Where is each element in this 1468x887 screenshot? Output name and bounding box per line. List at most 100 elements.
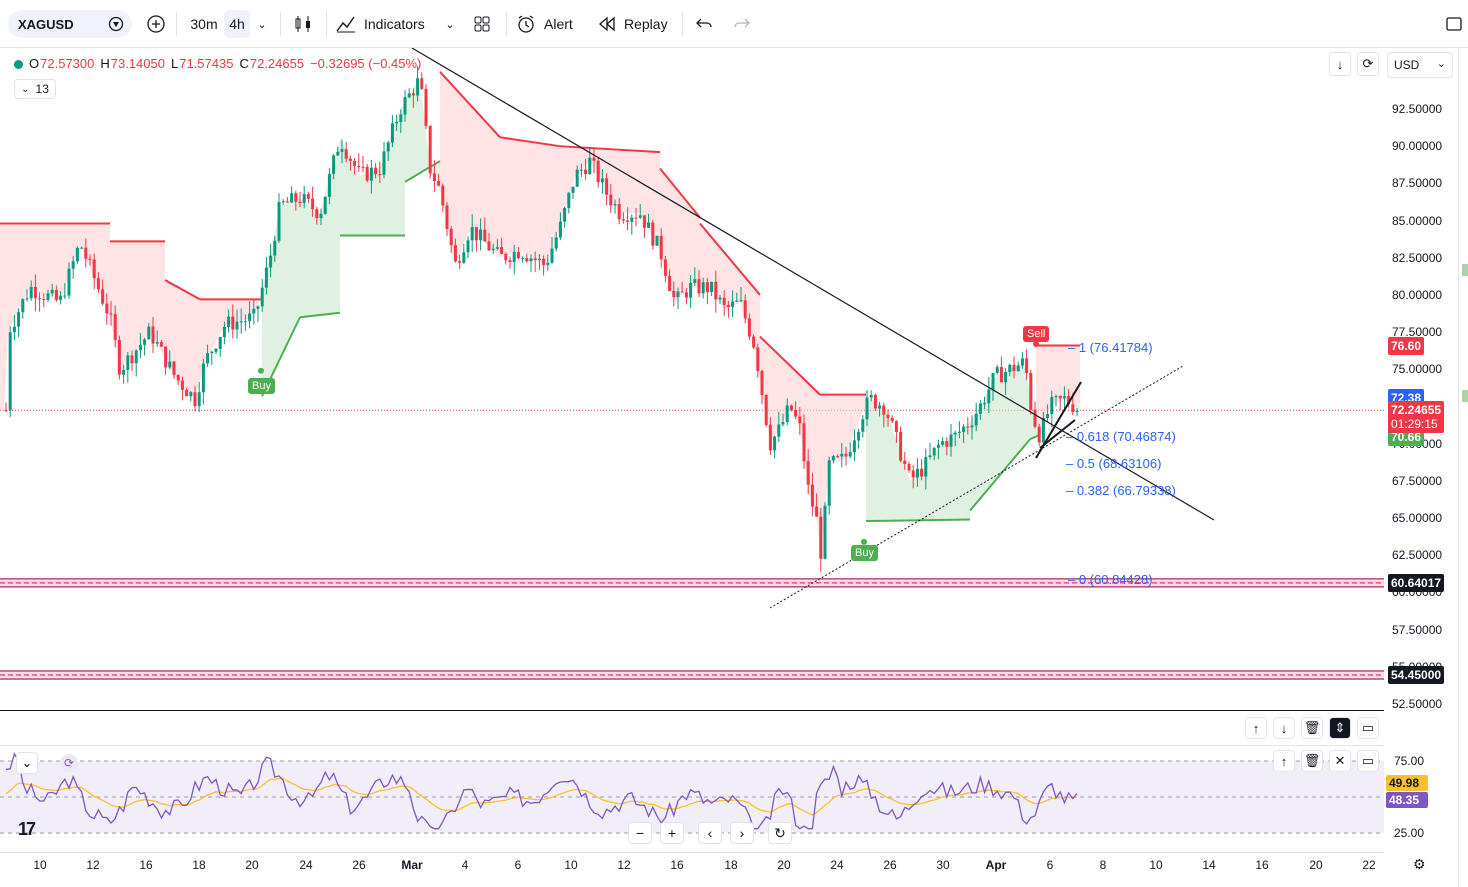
symbol-search[interactable]: XAGUSD (8, 10, 132, 38)
time-axis-tick: 10 (1149, 858, 1163, 872)
indicators-chevron-down-icon[interactable]: ⌄ (445, 18, 455, 31)
delete-trash-icon[interactable]: 🗑 (1301, 717, 1323, 739)
sync-icon[interactable]: ⟳ (1357, 52, 1379, 76)
rsi-line (5, 752, 1078, 830)
candle-body (432, 173, 436, 182)
candle-body (1004, 372, 1008, 383)
candle-body (428, 125, 432, 174)
candle-body (407, 93, 411, 98)
collapse-pane-icon[interactable]: ⇕ (1329, 717, 1351, 739)
price-chart-canvas[interactable] (0, 48, 1384, 710)
indicators-icon (336, 16, 355, 33)
indicators-toggle[interactable]: ⌄ 13 (14, 79, 56, 99)
candle-body (899, 431, 903, 461)
candle-body (92, 259, 96, 279)
supertrend-down-fill (760, 336, 820, 545)
time-axis-tick: 24 (830, 858, 844, 872)
fib-dash: – (1066, 483, 1077, 499)
time-axis-tick: 6 (514, 858, 522, 872)
pane-separator[interactable] (0, 710, 1384, 711)
candle-body (1046, 414, 1050, 418)
gear-icon[interactable]: ⚙ (1413, 856, 1426, 872)
candle-body (113, 314, 117, 340)
candle-body (512, 251, 516, 262)
candle-body (155, 342, 159, 344)
reset-chart-icon[interactable]: ↻ (768, 822, 792, 844)
candle-body (67, 268, 71, 296)
time-axis-tick: 20 (1309, 858, 1323, 872)
chevron-down-icon: ⌄ (21, 83, 30, 95)
rsi-collapse-chevron-icon[interactable]: ⌄ (16, 752, 38, 774)
candle-body (1025, 358, 1029, 373)
candle-body (227, 316, 231, 327)
fullscreen-icon[interactable] (1442, 10, 1466, 38)
time-axis[interactable]: 10 12 16 18 20 24 26 Mar 4 6 10 12 16 18 20 24 26 30 Apr 6 8… (0, 852, 1384, 876)
candle-body (336, 151, 340, 156)
candle-body (218, 337, 222, 349)
replay-button[interactable]: Replay (598, 10, 670, 38)
undo-icon[interactable] (692, 10, 716, 38)
candle-body (193, 392, 197, 407)
currency-select[interactable]: USD ⌄ (1387, 52, 1453, 78)
time-axis-tick: 10 (564, 858, 578, 872)
candle-body (424, 88, 428, 126)
price-axis-tick: 80.00000 (1392, 287, 1443, 302)
zoom-out-icon[interactable]: − (628, 822, 652, 844)
legend-low: 71.57435 (179, 56, 234, 71)
candle-body (668, 275, 672, 291)
price-axis-tick: 77.50000 (1392, 325, 1443, 340)
rsi-value-badge: 48.35 (1386, 792, 1428, 808)
candle-body (306, 194, 310, 199)
fib-dash: – (1068, 571, 1079, 587)
price-axis[interactable]: 92.50000 90.00000 87.50000 85.00000 82.50000… (1384, 48, 1454, 711)
scroll-left-icon[interactable]: ‹ (698, 822, 722, 844)
candle-body (542, 258, 546, 265)
candle-body (1041, 417, 1045, 443)
price-axis-tick: 75.00000 (1392, 362, 1443, 377)
scroll-right-icon[interactable]: › (730, 822, 754, 844)
delete-trash-icon[interactable]: 🗑 (1301, 750, 1323, 772)
expand-pane-icon[interactable]: ✕ (1329, 750, 1351, 772)
candle-body (206, 353, 210, 364)
candle-body (571, 186, 575, 193)
supertrend-up-line (299, 311, 341, 319)
price-chart-pane[interactable] (0, 48, 1384, 710)
zoom-in-icon[interactable]: + (660, 822, 684, 844)
time-axis-tick: 8 (1099, 858, 1107, 872)
scroll-down-arrow-icon[interactable]: ↓ (1329, 52, 1351, 76)
timeframe-chevron-down-icon[interactable]: ⌄ (257, 18, 267, 31)
rsi-ma-badge: 49.98 (1386, 775, 1428, 791)
layouts-grid-icon[interactable] (470, 10, 494, 38)
maximize-pane-icon[interactable]: ▭ (1357, 717, 1379, 739)
supertrend-down-line (699, 222, 761, 296)
candle-body (88, 258, 92, 260)
timeframe-4h[interactable]: 4h (224, 10, 250, 38)
candle-body (953, 432, 957, 435)
candle-body (8, 332, 12, 411)
rsi-pane[interactable] (0, 745, 1384, 850)
alert-button[interactable]: Alert (516, 10, 582, 38)
move-up-arrow-icon[interactable]: ↑ (1273, 750, 1295, 772)
timeframe-30m[interactable]: 30m (190, 16, 218, 32)
move-down-arrow-icon[interactable]: ↓ (1273, 717, 1295, 739)
legend-change: −0.32695 (−0.45%) (310, 56, 422, 71)
compare-add-icon[interactable] (144, 10, 168, 38)
candle-body (235, 321, 239, 330)
rsi-sync-icon[interactable]: ⟳ (60, 754, 78, 772)
candle-body (563, 207, 567, 222)
candle-body (857, 431, 861, 441)
candles-type-icon[interactable] (290, 10, 316, 38)
maximize-pane-icon[interactable]: ▭ (1357, 750, 1379, 772)
move-up-arrow-icon[interactable]: ↑ (1245, 717, 1267, 739)
supertrend-up-fill (405, 82, 440, 191)
indicators-label: Indicators (364, 16, 425, 32)
candle-body (294, 193, 298, 202)
indicators-button[interactable]: Indicators (336, 10, 436, 38)
candle-body (878, 405, 882, 409)
candle-body (491, 248, 495, 251)
replay-rewind-icon (599, 16, 615, 32)
rsi-canvas[interactable] (0, 746, 1384, 851)
candle-body (558, 221, 562, 238)
candle-body (1054, 396, 1058, 398)
redo-icon[interactable] (730, 10, 754, 38)
